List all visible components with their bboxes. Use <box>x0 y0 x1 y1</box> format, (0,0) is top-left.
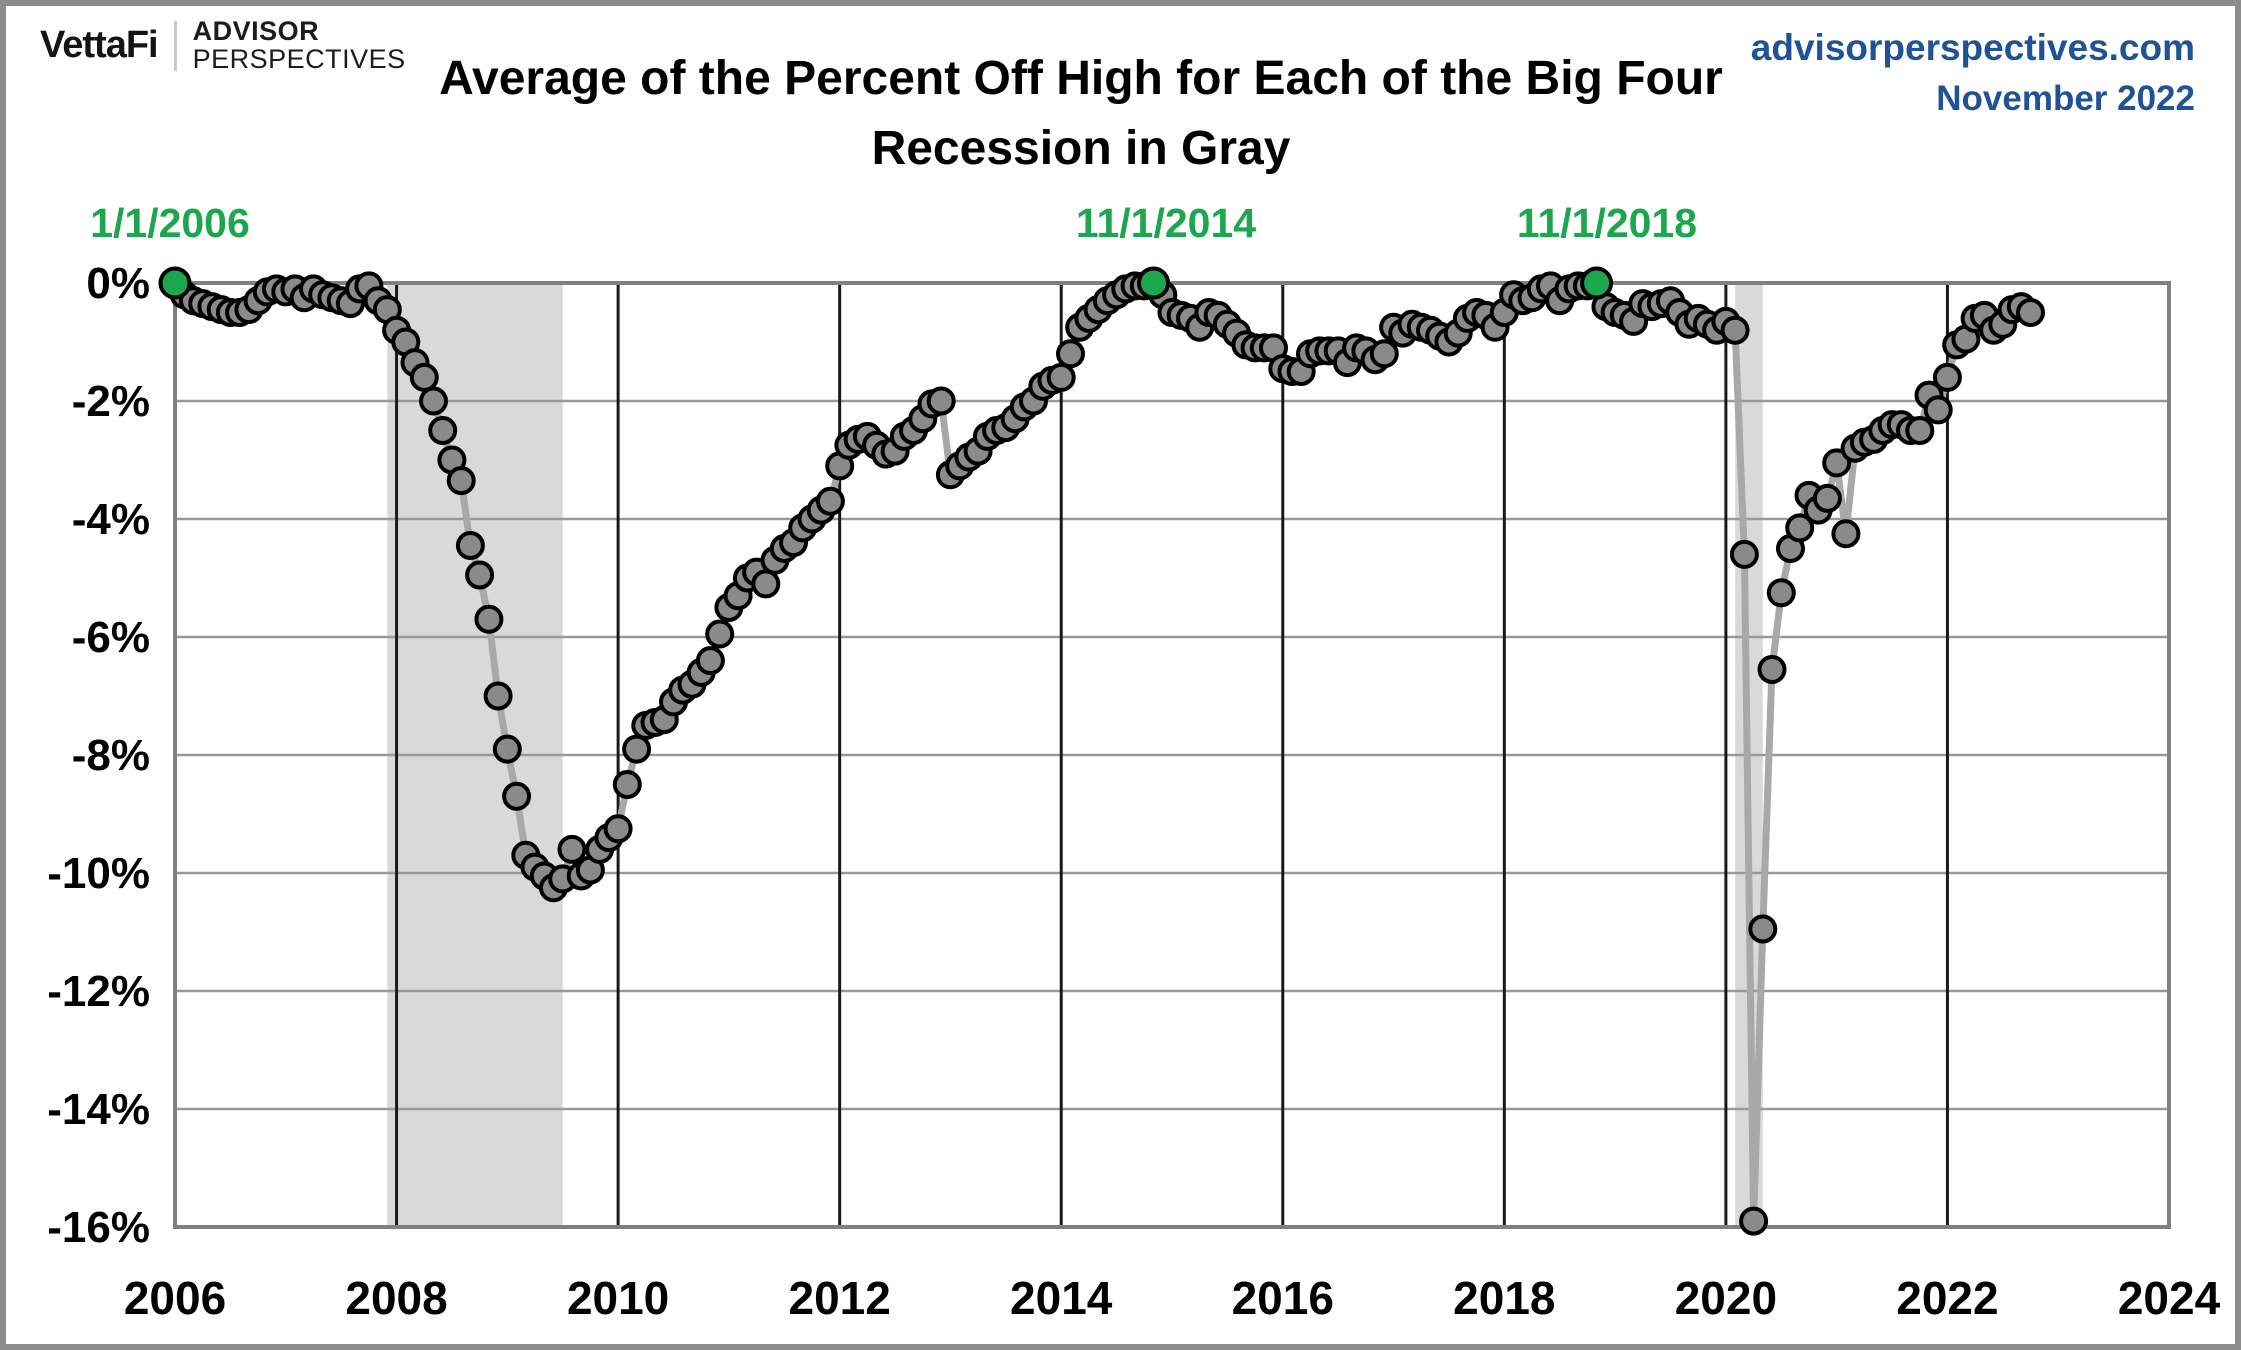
data-point <box>1748 914 1778 944</box>
data-point <box>1739 1206 1769 1236</box>
data-point <box>1056 339 1085 369</box>
brand-logos: VettaFi ADVISOR PERSPECTIVES <box>40 16 406 74</box>
x-axis-tick: 2024 <box>2118 1272 2221 1324</box>
data-point <box>815 486 845 516</box>
annotation-label-2018: 11/1/2018 <box>1516 200 1698 246</box>
source-date: November 2022 <box>1936 78 2195 118</box>
data-point <box>483 681 513 711</box>
data-point <box>474 604 504 634</box>
chart-title-line1: Average of the Percent Off High for Each… <box>439 52 1723 105</box>
data-point <box>612 770 642 799</box>
data-point <box>603 814 633 844</box>
x-axis-tick: 2012 <box>788 1272 890 1324</box>
data-point <box>1766 578 1796 608</box>
data-point <box>1822 448 1852 478</box>
y-axis-tick: -14% <box>47 1085 150 1134</box>
annotation-label-2014: 11/1/2014 <box>1075 200 1257 246</box>
x-axis-tick: 2020 <box>1675 1272 1777 1324</box>
data-point <box>1046 362 1076 392</box>
x-axis-tick: 2022 <box>1896 1272 1998 1324</box>
logo-divider <box>173 20 177 71</box>
data-point <box>446 466 476 496</box>
chart-title-line2: Recession in Gray <box>871 121 1291 175</box>
data-point <box>1831 519 1861 549</box>
data-point <box>492 734 522 764</box>
data-point <box>1923 395 1953 425</box>
x-axis-tick: 2008 <box>345 1272 447 1324</box>
data-point <box>622 734 652 764</box>
data-point <box>2016 298 2045 327</box>
vettafi-logo: VettaFi <box>40 24 159 67</box>
data-point <box>1905 416 1935 445</box>
data-point <box>751 569 781 599</box>
data-point <box>557 834 587 864</box>
data-point <box>1729 539 1759 569</box>
data-point <box>409 362 439 392</box>
chart-canvas: 0% -2% -4% -6% -8% -10% -12% -14% -16% 2006 2008 20… <box>47 259 2221 1324</box>
data-point <box>428 416 458 445</box>
y-axis-tick: -6% <box>72 613 150 662</box>
highlight-point <box>1580 266 1614 300</box>
data-point <box>1720 315 1750 345</box>
x-axis-tick: 2018 <box>1453 1272 1555 1324</box>
highlight-point <box>158 266 192 300</box>
y-axis-tick: -8% <box>72 731 150 780</box>
data-point <box>465 560 495 590</box>
advisor-perspectives-logo: ADVISOR PERSPECTIVES <box>192 16 406 74</box>
y-axis-tick: -4% <box>72 495 150 544</box>
data-point <box>1369 339 1399 369</box>
plot-border <box>173 281 2171 1229</box>
highlight-point <box>1137 266 1170 300</box>
y-axis-tick: -16% <box>47 1203 150 1252</box>
source-site: advisorperspectives.com <box>1750 27 2195 68</box>
data-point <box>695 646 725 676</box>
advisor-logo-line2: PERSPECTIVES <box>192 43 406 74</box>
data-point <box>502 781 532 811</box>
data-point <box>419 386 448 416</box>
annotation-label-2006: 1/1/2006 <box>90 200 250 246</box>
data-point <box>1812 483 1842 513</box>
x-axis-tick: 2014 <box>1010 1272 1113 1324</box>
x-axis-tick: 2010 <box>567 1272 669 1324</box>
y-axis-tick: -12% <box>47 967 150 1016</box>
y-axis-tick: 0% <box>86 259 150 308</box>
data-point <box>926 386 956 416</box>
data-point <box>705 619 735 649</box>
data-point <box>1932 362 1962 392</box>
chart-title-block: Average of the Percent Off High for Each… <box>256 44 1906 183</box>
source-block: advisorperspectives.com November 2022 <box>1751 22 2195 123</box>
data-point <box>1757 655 1787 684</box>
x-axis-tick: 2006 <box>124 1272 226 1324</box>
data-point <box>1785 513 1815 543</box>
x-axis-tick: 2016 <box>1232 1272 1334 1324</box>
data-point <box>455 531 485 560</box>
advisor-logo-line1: ADVISOR <box>192 16 320 46</box>
y-axis-tick: -10% <box>47 849 150 898</box>
y-axis-tick: -2% <box>72 377 150 426</box>
